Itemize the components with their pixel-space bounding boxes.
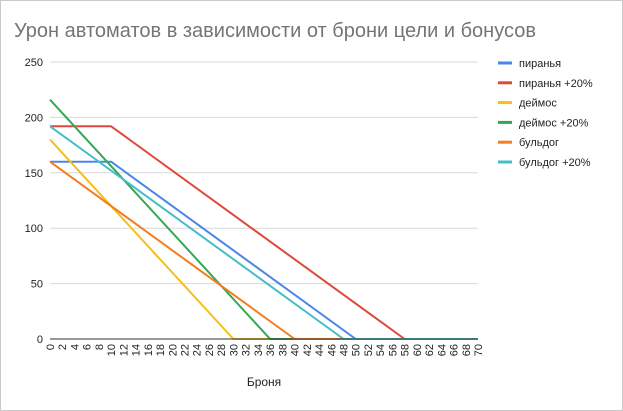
x-tick-label: 38 [277,344,289,356]
y-tick-label: 250 [25,57,43,69]
y-tick-label: 150 [25,168,43,180]
x-tick-label: 42 [302,344,314,356]
x-tick-label: 6 [82,344,94,350]
legend: пиранья пиранья +20% деймос деймос +20% буль… [498,58,593,169]
x-tick-label: 54 [375,344,387,356]
x-tick-label: 60 [412,344,424,356]
legend-label-0: пиранья [519,58,561,70]
x-tick-label: 16 [143,344,155,356]
x-tick-label: 14 [131,344,143,356]
x-tick-label: 34 [253,344,265,356]
x-tick-label: 18 [155,344,167,356]
y-axis-ticks: 0 50 100 150 200 250 [25,57,43,346]
x-tick-label: 22 [180,344,192,356]
x-tick-label: 36 [265,344,277,356]
x-tick-label: 12 [118,344,130,356]
y-tick-label: 200 [25,112,43,124]
x-tick-label: 10 [106,344,118,356]
x-tick-label: 4 [69,344,81,350]
x-tick-label: 64 [436,344,448,356]
chart-title: Урон автоматов в зависимости от брони це… [14,20,536,42]
x-tick-label: 28 [216,344,228,356]
series-line-5 [49,125,478,340]
x-tick-label: 20 [167,344,179,356]
x-tick-label: 40 [290,344,302,356]
x-tick-label: 2 [57,344,69,350]
legend-label-5: бульдог +20% [519,157,591,169]
x-tick-label: 24 [192,344,204,356]
x-tick-label: 52 [363,344,375,356]
x-tick-label: 44 [314,344,326,356]
x-tick-label: 62 [424,344,436,356]
x-tick-label: 56 [387,344,399,356]
x-tick-label: 70 [473,344,485,356]
x-tick-label: 68 [461,344,473,356]
x-tick-label: 48 [338,344,350,356]
x-axis-ticks: 0 2 4 6 8 10 12 14 16 18 20 22 24 26 28 30 32 34 36 38 40 42 4… [45,344,485,356]
x-tick-label: 8 [94,344,106,350]
x-tick-label: 46 [326,344,338,356]
x-tick-label: 30 [228,344,240,356]
gridlines [50,61,478,285]
legend-label-1: пиранья +20% [519,78,593,90]
x-tick-label: 26 [204,344,216,356]
series-line-1 [50,125,478,340]
x-tick-label: 66 [449,344,461,356]
legend-label-3: деймос +20% [519,117,589,129]
legend-label-4: бульдог [519,137,559,149]
y-tick-label: 100 [25,223,43,235]
x-tick-label: 32 [241,344,253,356]
x-axis-title: Броня [247,375,281,389]
x-tick-label: 58 [400,344,412,356]
y-tick-label: 0 [37,334,43,346]
series-line-0 [50,160,478,340]
x-tick-label: 0 [45,344,57,350]
legend-label-2: деймос [519,98,557,110]
x-tick-label: 50 [351,344,363,356]
series-lines [49,99,478,340]
y-tick-label: 50 [31,279,43,291]
series-line-3 [49,99,478,340]
series-line-4 [49,160,478,340]
